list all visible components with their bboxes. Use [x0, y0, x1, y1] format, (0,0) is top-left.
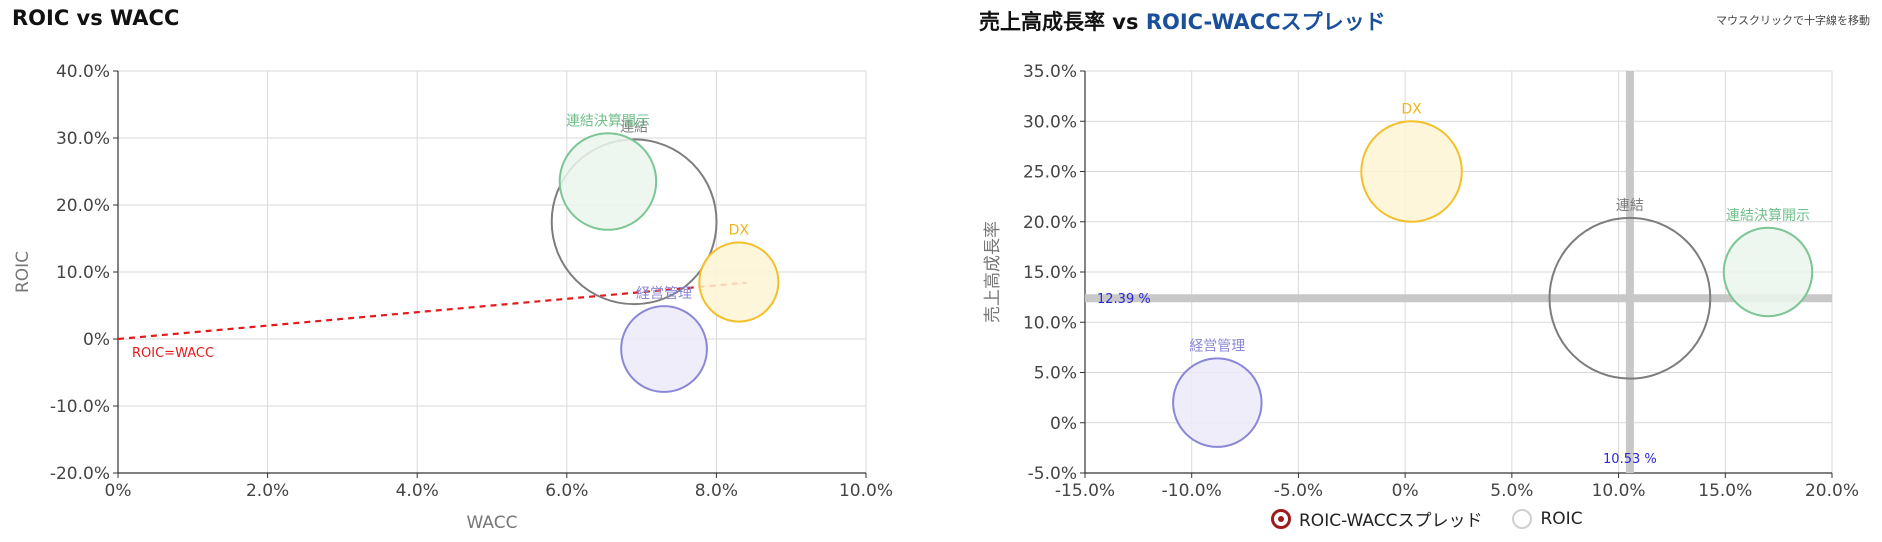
y-tick-label: 0% [83, 330, 110, 350]
y-tick-label: 10.0% [1023, 313, 1077, 333]
y-tick-label: 40.0% [56, 62, 110, 82]
y-tick-label: 20.0% [1023, 213, 1077, 233]
right-chart-title: 売上高成長率 vs ROIC-WACCスプレッド [979, 6, 1386, 36]
y-tick-label: 25.0% [1023, 163, 1077, 183]
x-tick-label: 10.0% [839, 481, 893, 501]
bubble-1[interactable] [1548, 216, 1712, 380]
legend-item-roic[interactable]: ROIC [1512, 508, 1583, 529]
bubble-label-0: 連結 [620, 119, 648, 135]
bubble-label-0: DX [1401, 101, 1422, 117]
y-axis-title: ROIC [13, 251, 33, 293]
x-tick-label: 20.0% [1805, 481, 1859, 501]
y-tick-label: 35.0% [1023, 62, 1077, 82]
legend-spread-label: ROIC-WACCスプレッド [1299, 511, 1483, 531]
x-tick-label: 15.0% [1698, 481, 1752, 501]
y-tick-label: -5.0% [1028, 464, 1077, 484]
right-title-accent: ROIC-WACCスプレッド [1145, 10, 1386, 34]
y-tick-label: 20.0% [56, 196, 110, 216]
bubble-label-3: 経営管理 [636, 286, 692, 302]
left-chart-title: ROIC vs WACC [12, 6, 180, 30]
x-tick-label: 8.0% [695, 481, 738, 501]
legend-roic-label: ROIC [1540, 508, 1583, 529]
bubble-label-3: 経営管理 [1189, 338, 1245, 354]
y-tick-label: 0% [1050, 414, 1077, 434]
right-title-main: 売上高成長率 vs [979, 10, 1146, 34]
x-tick-label: -5.0% [1274, 481, 1323, 501]
roic-wacc-chart[interactable]: 0% 2.0% 4.0% 6.0% 8.0% 10.0% -20.0% -10.0% 0% 10.… [0, 0, 905, 542]
y-tick-label: 10.0% [56, 263, 110, 283]
x-tick-label: -10.0% [1162, 481, 1222, 501]
x-tick-label: 4.0% [396, 481, 439, 501]
bubble-label-1: 連結決算開示 [566, 113, 650, 129]
x-axis-title: WACC [467, 513, 518, 533]
x-tick-label: 5.0% [1490, 481, 1533, 501]
y-tick-label: 30.0% [1023, 112, 1077, 132]
crosshair-hint: マウスクリックで十字線を移動 [1716, 14, 1870, 27]
x-tick-label: 10.0% [1592, 481, 1646, 501]
y-tick-label: 15.0% [1023, 263, 1077, 283]
crosshair-y-label: 12.39 % [1097, 292, 1151, 307]
roic-wacc-panel: ROIC vs WACC 0% 2.0% 4.0% 6.0% 8.0% 10.0% -20.… [0, 0, 905, 542]
legend-spread-radio-icon [1271, 508, 1291, 529]
bubble-3[interactable] [620, 305, 708, 393]
crosshair-x-label: 10.53 % [1603, 452, 1657, 467]
legend-item-spread[interactable]: ROIC-WACCスプレッド [1271, 506, 1482, 531]
bubble-label-1: 連結 [1616, 198, 1644, 214]
y-tick-label: -10.0% [50, 397, 110, 417]
bubble-label-2: 連結決算開示 [1726, 208, 1810, 224]
y-tick-label: 30.0% [56, 129, 110, 149]
bubble-3[interactable] [1172, 357, 1263, 448]
bubble-2[interactable] [1722, 226, 1814, 318]
reference-line-label: ROIC=WACC [132, 346, 214, 361]
legend-roic-radio-icon [1512, 508, 1533, 529]
x-tick-label: 0% [105, 481, 132, 501]
growth-spread-chart[interactable]: -15.0% -10.0% -5.0% 0% 5.0% 10.0% 15.0% 20.0% -5… [975, 0, 1882, 542]
chart-legend: ROIC-WACCスプレッド ROIC [1271, 506, 1583, 531]
growth-spread-panel: 売上高成長率 vs ROIC-WACCスプレッド マウスクリックで十字線を移動 … [975, 0, 1882, 542]
bubble-0[interactable] [550, 138, 718, 306]
y-tick-label: 5.0% [1034, 364, 1077, 384]
y-tick-label: -20.0% [50, 464, 110, 484]
bubble-2[interactable] [698, 241, 780, 323]
x-tick-label: 0% [1392, 481, 1419, 501]
y-axis-title: 売上高成長率 [983, 221, 1003, 323]
x-tick-label: 6.0% [545, 481, 588, 501]
bubble-label-2: DX [729, 223, 750, 239]
bubble-1[interactable] [558, 132, 658, 231]
bubble-0[interactable] [1360, 120, 1463, 223]
x-tick-label: 2.0% [246, 481, 289, 501]
x-tick-label: -15.0% [1055, 481, 1115, 501]
